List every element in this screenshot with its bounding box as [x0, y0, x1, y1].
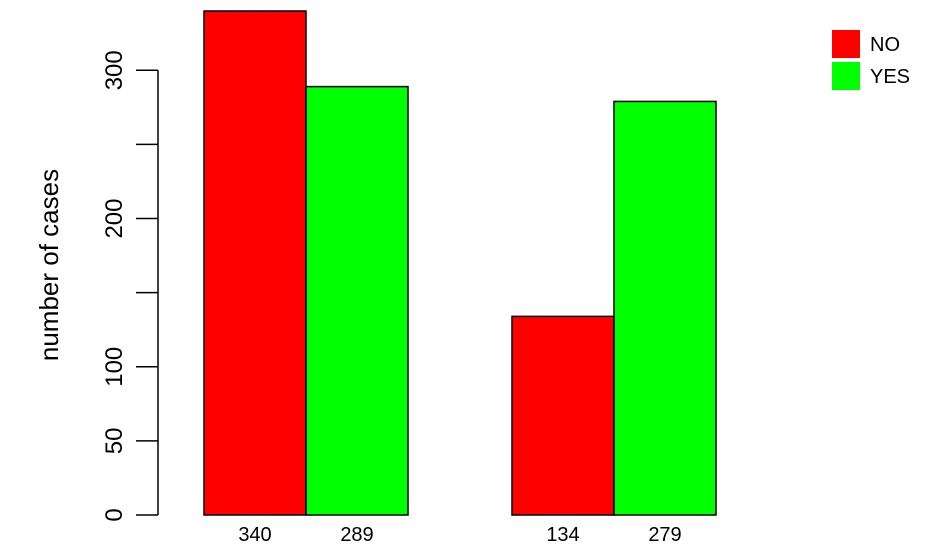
y-tick-label: 50 — [101, 428, 128, 455]
bar — [511, 315, 615, 516]
y-tick-label: 200 — [101, 199, 128, 239]
legend-swatch — [832, 30, 860, 58]
y-tick-label: 0 — [101, 508, 128, 521]
y-tick-label: 300 — [101, 50, 128, 90]
bar-label: 279 — [648, 524, 681, 546]
bars: 340 289 134 279 — [203, 10, 717, 546]
bar-label: 340 — [238, 524, 271, 546]
legend-label: YES — [870, 66, 910, 88]
bar — [203, 10, 307, 516]
bar-label: 289 — [340, 524, 373, 546]
y-axis-title: number of cases — [34, 169, 64, 361]
legend-label: NO — [870, 34, 900, 56]
legend-swatch — [832, 62, 860, 90]
bar-label: 134 — [546, 524, 579, 546]
y-tick-label: 100 — [101, 347, 128, 387]
y-axis: 0 50 100 200 300 — [101, 50, 159, 522]
legend: NO YES — [832, 30, 910, 90]
bar — [613, 100, 717, 516]
bar — [305, 85, 409, 516]
